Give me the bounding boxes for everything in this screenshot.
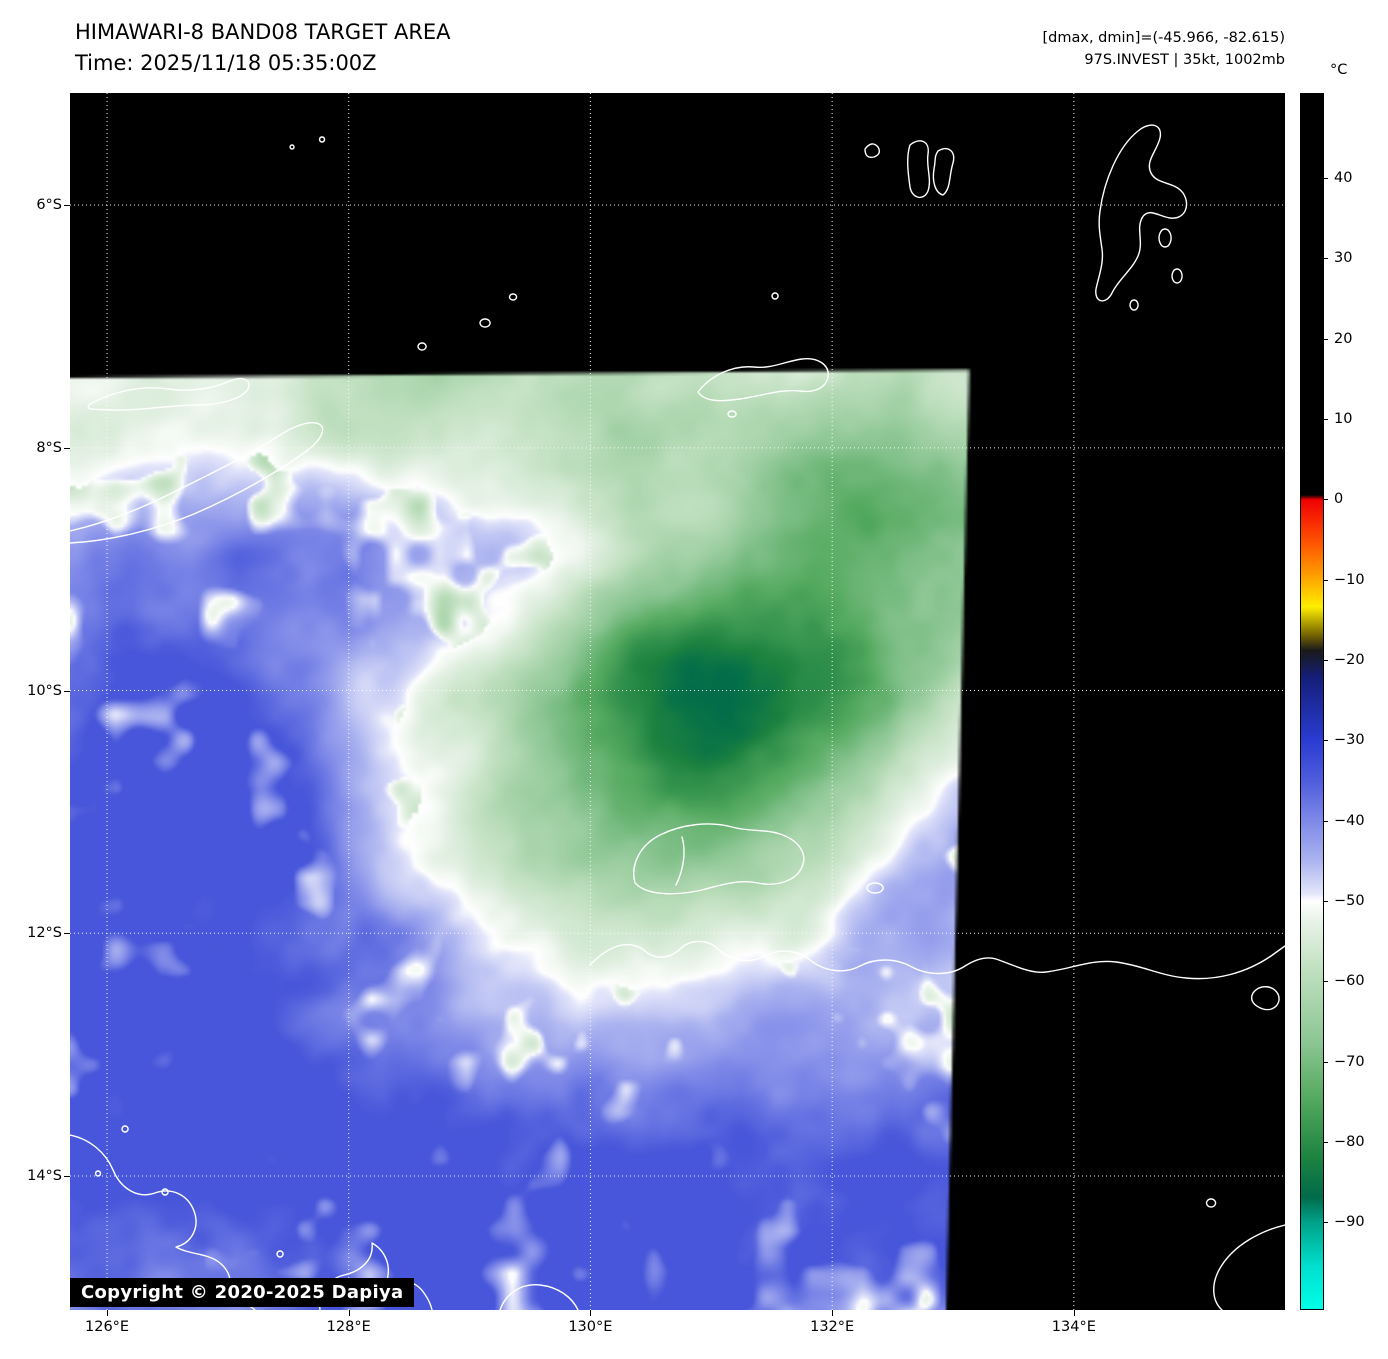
coastline — [87, 377, 250, 411]
colorbar-tick-mark — [1323, 1142, 1328, 1144]
coastline — [70, 422, 324, 544]
copyright-badge: Copyright © 2020-2025 Dapiya — [70, 1278, 415, 1307]
coastline — [276, 1250, 284, 1258]
coastline — [1205, 1198, 1217, 1208]
colorbar — [1300, 93, 1324, 1310]
storm-annotation: 97S.INVEST | 35kt, 1002mb — [1084, 52, 1285, 68]
colorbar-tick-label: −80 — [1334, 1134, 1365, 1151]
coastline — [499, 1284, 579, 1310]
y-tick-mark — [64, 204, 70, 206]
coastline — [289, 144, 295, 150]
colorbar-tick-label: −90 — [1334, 1214, 1365, 1231]
x-tick-label: 130°E — [568, 1319, 613, 1335]
colorbar-tick-label: 0 — [1334, 491, 1344, 508]
coastline — [1095, 124, 1188, 302]
x-tick-mark — [832, 1310, 834, 1316]
y-tick-label: 10°S — [27, 682, 62, 699]
y-tick-label: 12°S — [27, 925, 62, 942]
coastline — [675, 836, 685, 886]
coastline — [771, 292, 779, 300]
colorbar-tick-label: −50 — [1334, 893, 1365, 910]
colorbar-tick-mark — [1323, 338, 1328, 340]
coastline — [727, 410, 737, 418]
coastline — [589, 940, 1285, 980]
coastline — [479, 318, 491, 328]
map-overlay — [70, 93, 1285, 1310]
coastline — [121, 1125, 129, 1133]
colorbar-tick-label: 10 — [1334, 411, 1353, 428]
y-tick-label: 8°S — [36, 439, 62, 456]
coastlines — [70, 124, 1285, 1310]
colorbar-tick-mark — [1323, 499, 1328, 501]
map-plot-area: Copyright © 2020-2025 Dapiya — [70, 93, 1285, 1310]
colorbar-tick-label: −40 — [1334, 812, 1365, 829]
colorbar-tick-label: 40 — [1334, 170, 1353, 187]
coastline — [864, 143, 881, 159]
coastline — [318, 136, 326, 143]
coastline — [94, 1170, 102, 1177]
coastline — [417, 342, 427, 351]
x-tick-label: 134°E — [1051, 1319, 1096, 1335]
colorbar-tick-mark — [1323, 178, 1328, 180]
colorbar-tick-label: −60 — [1334, 973, 1365, 990]
gridlines — [70, 93, 1285, 1310]
coastline — [697, 358, 829, 402]
coastline — [161, 1188, 169, 1196]
x-tick-label: 126°E — [85, 1319, 130, 1335]
y-tick-label: 6°S — [36, 196, 62, 213]
coastline — [932, 147, 955, 196]
x-tick-mark — [590, 1310, 592, 1316]
y-tick-mark — [64, 447, 70, 449]
coastline — [319, 1242, 433, 1310]
coastline — [866, 882, 884, 894]
colorbar-tick-mark — [1323, 901, 1328, 903]
colorbar-unit-label: °C — [1330, 62, 1348, 78]
colorbar-tick-label: 30 — [1334, 250, 1353, 267]
coastline — [1171, 268, 1183, 284]
colorbar-tick-label: −20 — [1334, 652, 1365, 669]
coastline — [1129, 299, 1139, 311]
colorbar-tick-mark — [1323, 1222, 1328, 1224]
satellite-imagery — [70, 93, 1285, 1310]
colorbar-tick-mark — [1323, 981, 1328, 983]
coastline — [1213, 1224, 1285, 1310]
colorbar-tick-label: −70 — [1334, 1053, 1365, 1070]
colorbar-tick-label: −10 — [1334, 571, 1365, 588]
coastline — [633, 823, 805, 895]
y-tick-mark — [64, 933, 70, 935]
x-tick-mark — [107, 1310, 109, 1316]
colorbar-tick-mark — [1323, 660, 1328, 662]
colorbar-tick-mark — [1323, 258, 1328, 260]
x-tick-mark — [348, 1310, 350, 1316]
colorbar-tick-mark — [1323, 1061, 1328, 1063]
colorbar-tick-mark — [1323, 579, 1328, 581]
x-tick-label: 128°E — [326, 1319, 371, 1335]
y-tick-mark — [64, 1176, 70, 1177]
colorbar-tick-mark — [1323, 820, 1328, 822]
colorbar-tick-label: −30 — [1334, 732, 1365, 749]
y-tick-label: 14°S — [27, 1168, 62, 1184]
coastline — [1158, 228, 1172, 248]
page-title: HIMAWARI-8 BAND08 TARGET AREA — [75, 20, 451, 44]
x-tick-label: 132°E — [810, 1319, 855, 1335]
colorbar-tick-label: 20 — [1334, 330, 1353, 347]
coastline — [508, 293, 518, 301]
colorbar-tick-mark — [1323, 419, 1328, 421]
coastline — [1250, 986, 1280, 1011]
colorbar-tick-mark — [1323, 740, 1328, 742]
coastline — [907, 140, 931, 198]
y-tick-mark — [64, 690, 70, 692]
time-label: Time: 2025/11/18 05:35:00Z — [75, 51, 377, 75]
dmax-dmin-annotation: [dmax, dmin]=(-45.966, -82.615) — [1042, 30, 1286, 46]
x-tick-mark — [1073, 1310, 1075, 1316]
